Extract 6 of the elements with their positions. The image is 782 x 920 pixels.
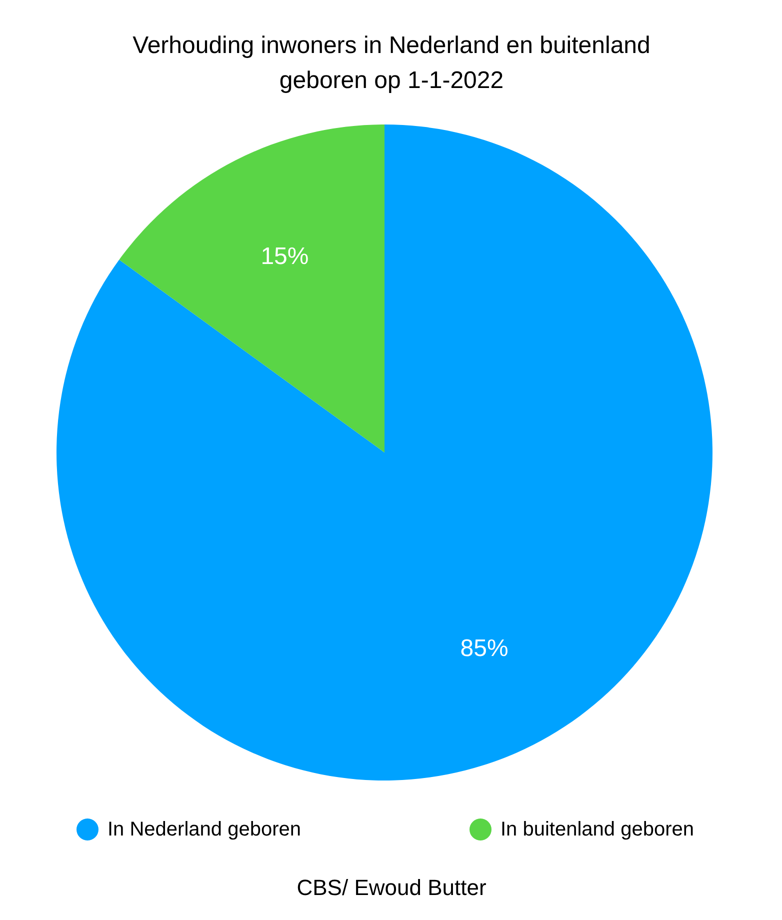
legend-label: In buitenland geboren <box>500 818 694 840</box>
data-label: 15% <box>260 243 309 270</box>
chart-title: Verhouding inwoners in Nederland en buitenland geboren op 1-1-2022 <box>132 32 650 94</box>
data-label: 85% <box>460 634 508 662</box>
text: CBS/ Ewoud Butter <box>296 875 486 900</box>
legend-label: In Nederland geboren <box>108 818 301 840</box>
